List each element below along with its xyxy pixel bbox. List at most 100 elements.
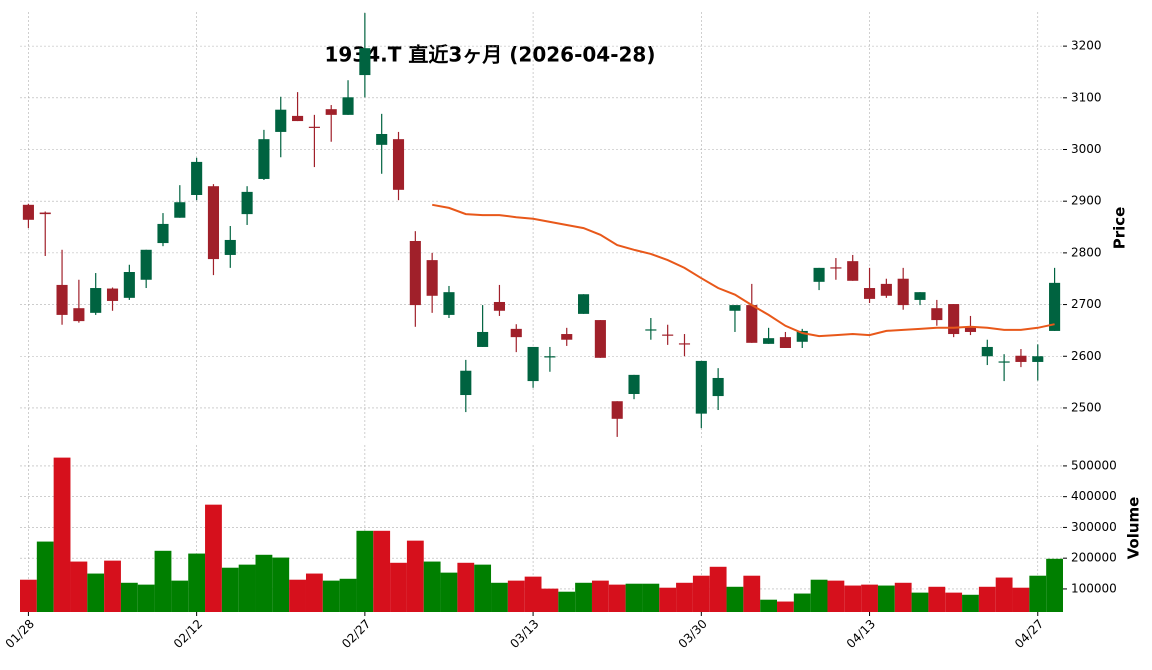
x-tick-label: 04/13: [844, 617, 878, 651]
volume-bar: [1029, 575, 1047, 612]
candle-body: [157, 223, 169, 244]
volume-bar: [289, 579, 306, 612]
candle-body: [106, 288, 119, 301]
volume-bar: [322, 580, 340, 612]
volume-bar: [104, 560, 121, 612]
candle-body: [931, 308, 943, 321]
volume-bar: [692, 575, 710, 612]
volume-bar: [171, 580, 189, 612]
candle-body: [39, 212, 51, 215]
volume-bar: [844, 585, 862, 612]
volume-bar: [120, 582, 138, 612]
volume-bar: [777, 601, 794, 612]
volume-bar: [356, 530, 374, 612]
candle-body: [729, 305, 741, 311]
candle-body: [746, 305, 758, 343]
volume-bar: [474, 564, 492, 612]
candle-body: [678, 343, 691, 345]
volume-bar: [760, 599, 778, 612]
candle-body: [561, 334, 573, 340]
volume-tick-label: 500000: [1071, 458, 1117, 472]
candle-body: [258, 139, 270, 179]
volume-bar: [507, 580, 525, 612]
x-tick-label: 03/13: [507, 617, 541, 651]
candle-body: [140, 249, 152, 280]
volume-bar: [1012, 587, 1030, 612]
volume-bar: [390, 562, 407, 612]
candle-body: [426, 260, 438, 296]
volume-bar: [188, 553, 206, 612]
x-tick-label: 04/27: [1012, 617, 1046, 651]
volume-bar: [861, 584, 878, 612]
candle-body: [90, 288, 102, 313]
volume-bar: [608, 584, 626, 612]
volume-bar: [810, 579, 828, 612]
volume-bar: [373, 530, 391, 612]
candle-body: [241, 191, 253, 215]
volume-bar: [591, 580, 609, 612]
candle-body: [359, 48, 371, 76]
y-tick-label: 2600: [1071, 349, 1102, 363]
candle-body: [880, 283, 892, 296]
candle-body: [493, 301, 505, 311]
y-tick-label: 3000: [1071, 142, 1102, 156]
volume-bar: [87, 573, 105, 612]
candle-body: [628, 374, 640, 394]
volume-bar: [827, 580, 845, 612]
volume-bar: [272, 557, 290, 612]
candle-body: [342, 97, 354, 115]
candle-body: [527, 346, 539, 382]
candle-body: [544, 356, 556, 358]
candle-body: [191, 161, 203, 195]
candle-body: [1049, 282, 1061, 331]
y-tick-label: 2800: [1071, 245, 1102, 259]
volume-tick-label: 300000: [1071, 520, 1117, 534]
x-tick-label: 03/30: [676, 617, 710, 651]
y-tick-label: 2900: [1071, 194, 1102, 208]
volume-bar: [305, 573, 323, 612]
volume-bar: [205, 504, 222, 612]
volume-bar: [625, 583, 643, 612]
volume-bar: [877, 585, 895, 612]
candle-body: [510, 328, 522, 338]
volume-bar: [676, 582, 693, 612]
volume-bar: [1046, 558, 1063, 612]
y-tick-label: 2500: [1071, 400, 1102, 414]
volume-bar: [53, 457, 71, 612]
volume-bar: [36, 541, 54, 612]
candle-body: [763, 338, 775, 344]
volume-bar: [978, 586, 996, 612]
candle-body: [460, 370, 472, 396]
volume-bar: [928, 586, 946, 612]
x-tick-label: 02/12: [171, 617, 205, 651]
volume-bar: [154, 550, 172, 612]
candle-body: [998, 361, 1010, 363]
volume-bar: [339, 578, 357, 612]
candle-body: [174, 202, 186, 218]
candle-body: [914, 292, 926, 300]
volume-bar: [962, 594, 979, 612]
candle-body: [325, 109, 337, 115]
candle-body: [1032, 356, 1044, 362]
candle-body: [779, 337, 791, 348]
candle-body: [695, 360, 707, 414]
candle-body: [594, 320, 606, 358]
candle-body: [477, 331, 489, 347]
volume-bar: [945, 592, 963, 612]
candle-body: [376, 133, 388, 145]
x-tick-label: 01/28: [3, 617, 37, 651]
volume-tick-label: 200000: [1071, 551, 1117, 565]
y-tick-label: 2700: [1071, 297, 1102, 311]
candle-body: [964, 326, 977, 332]
chart-title: 1934.T 直近3ヶ月 (2026-04-28): [325, 43, 656, 67]
volume-bar: [575, 582, 592, 612]
candle-body: [73, 308, 85, 322]
candle-body: [224, 239, 236, 255]
candle-body: [645, 329, 657, 331]
volume-bar: [457, 562, 475, 612]
volume-bar: [541, 588, 559, 612]
volume-bar: [20, 579, 37, 612]
candle-body: [847, 261, 859, 281]
candle-body: [123, 272, 135, 298]
